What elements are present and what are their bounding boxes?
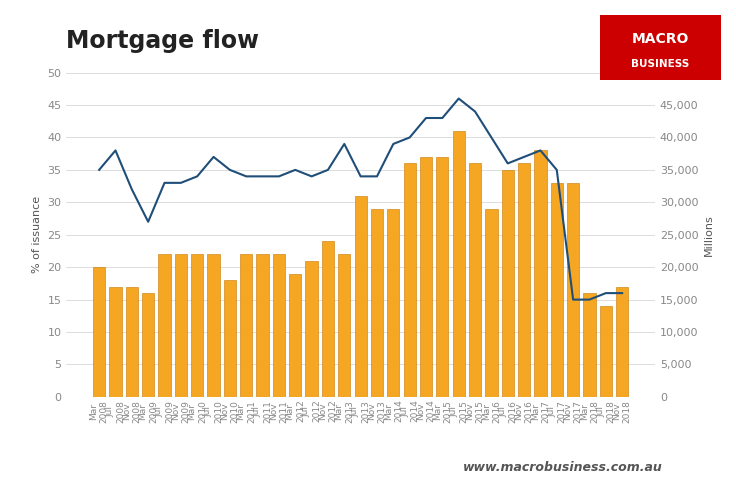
Bar xyxy=(534,151,547,397)
Bar xyxy=(584,293,595,397)
Bar xyxy=(338,254,350,397)
Bar xyxy=(616,287,629,397)
Bar xyxy=(371,209,383,397)
Bar xyxy=(142,293,155,397)
Bar xyxy=(93,267,105,397)
Bar xyxy=(436,157,448,397)
Bar xyxy=(518,164,530,397)
Bar xyxy=(289,273,302,397)
Bar xyxy=(403,164,416,397)
Text: MACRO: MACRO xyxy=(632,32,689,46)
Text: BUSINESS: BUSINESS xyxy=(631,59,690,69)
Bar xyxy=(240,254,252,397)
Text: www.macrobusiness.com.au: www.macrobusiness.com.au xyxy=(463,461,662,474)
Bar xyxy=(420,157,432,397)
Text: Mortgage flow: Mortgage flow xyxy=(66,29,259,53)
Bar xyxy=(174,254,187,397)
Bar xyxy=(502,170,514,397)
Y-axis label: Millions: Millions xyxy=(704,214,714,256)
Bar xyxy=(453,131,465,397)
Bar xyxy=(387,209,400,397)
Bar xyxy=(126,287,138,397)
Bar xyxy=(469,164,481,397)
Bar xyxy=(305,261,318,397)
Bar xyxy=(256,254,269,397)
Bar xyxy=(485,209,498,397)
Bar xyxy=(158,254,171,397)
Bar xyxy=(110,287,121,397)
Bar xyxy=(224,280,236,397)
Bar xyxy=(355,196,367,397)
Bar xyxy=(551,183,563,397)
Bar xyxy=(600,306,612,397)
Bar xyxy=(273,254,285,397)
Bar xyxy=(191,254,203,397)
Y-axis label: % of issuance: % of issuance xyxy=(32,196,42,273)
Bar xyxy=(567,183,579,397)
Bar xyxy=(322,241,334,397)
Bar xyxy=(208,254,219,397)
